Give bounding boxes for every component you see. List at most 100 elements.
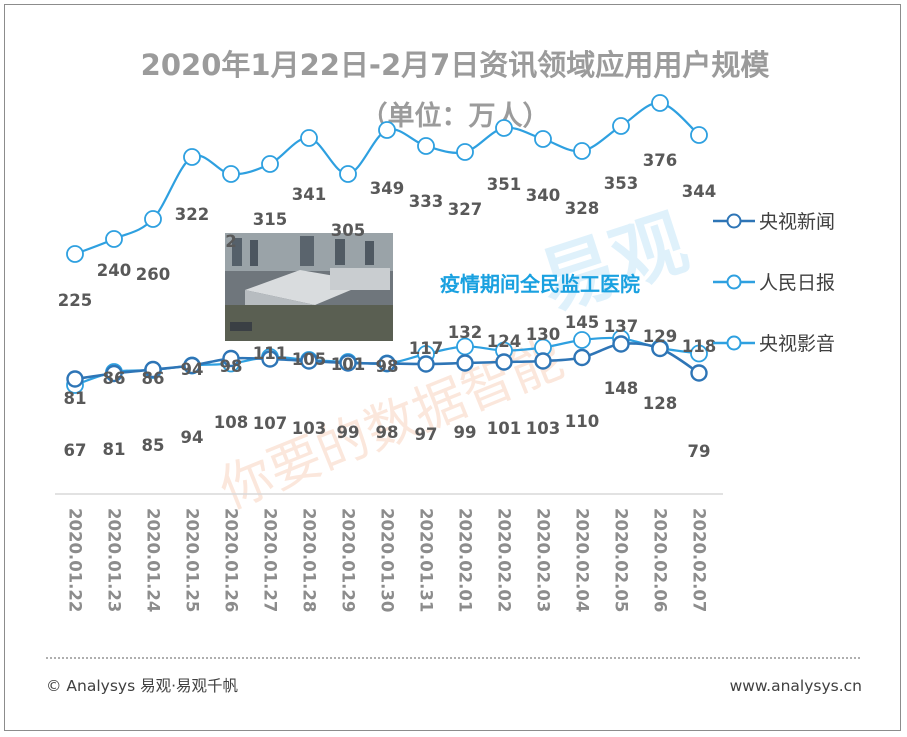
value-label: 111 [253,344,287,363]
point-renmin-ribao-0 [66,245,84,263]
value-label: 108 [214,413,248,432]
point-renmin-ribao-12 [534,130,552,148]
chart-title: 2020年1月22日-2月7日资讯领域应用用户规模 [141,48,771,82]
x-tick-label: 2020.01.31 [417,508,436,612]
value-label: 103 [526,419,560,438]
value-label: 79 [688,442,711,461]
point-renmin-ribao-1 [105,230,123,248]
value-label: 341 [292,185,326,204]
point-yangshi-xinwen-2 [144,360,162,379]
legend-swatch-marker [726,213,742,229]
value-label: 260 [136,265,170,284]
x-tick-label: 2020.02.02 [495,508,514,612]
legend-label: 人民日报 [759,272,835,294]
value-label: 327 [448,200,482,219]
legend-label: 央视影音 [759,333,835,355]
point-renmin-ribao-15 [651,94,669,112]
point-yangshi-xinwen-9 [417,355,435,373]
value-label: 110 [565,412,599,431]
point-yangshi-xinwen-7 [339,354,357,372]
point-yangshi-xinwen-15 [651,339,669,358]
series-layer [66,94,708,394]
x-tick-label: 2020.01.27 [261,508,280,612]
footer-copyright: © Analysys 易观·易观千帆 [46,677,238,695]
point-yangshi-xinwen-6 [300,352,318,370]
x-tick-label: 2020.01.28 [300,508,319,612]
footer-url: www.analysys.cn [730,677,862,695]
watermark-main: 易观 [530,200,697,328]
value-label: 315 [253,210,287,229]
legend-item: 人民日报 [713,272,835,294]
value-label: 99 [454,423,477,442]
point-yangshi-xinwen-3 [183,356,201,375]
value-label: 86 [103,369,126,388]
x-tick-labels: 2020.01.22 2020.01.23 2020.01.24 2020.01.25… [66,508,709,612]
value-label: 2 [225,232,236,251]
x-tick-label: 2020.02.01 [456,508,475,612]
point-yangshi-xinwen-12 [534,352,552,370]
value-label: 98 [376,357,399,376]
x-tick-label: 2020.02.03 [534,508,553,612]
legend-item: 央视影音 [713,333,835,355]
value-label: 118 [682,337,716,356]
value-label: 101 [331,355,365,374]
value-label: 240 [97,261,131,280]
point-yangshi-xinwen-11 [495,353,513,371]
x-tick-label: 2020.01.30 [378,508,397,612]
point-renmin-ribao-8 [378,121,396,139]
value-label: 129 [643,327,677,346]
point-yangshi-xinwen-13 [573,348,591,367]
x-tick-label: 2020.02.05 [612,508,631,612]
point-renmin-ribao-4 [222,165,240,183]
x-tick-label: 2020.01.22 [66,508,85,612]
point-yangshi-yingyin-16 [690,344,708,363]
value-label: 107 [253,414,287,433]
point-yangshi-xinwen-10 [456,354,474,372]
value-label: 81 [103,440,126,459]
value-label: 105 [292,350,326,369]
point-renmin-ribao-11 [495,119,513,137]
point-renmin-ribao-10 [456,143,474,161]
point-renmin-ribao-7 [339,165,357,183]
value-labels: 225 240 260 322 2 315 341 305 349 333 327 351 340 328… [58,151,716,461]
value-label: 344 [682,182,716,201]
value-label: 376 [643,151,677,170]
point-yangshi-yingyin-13 [573,331,591,349]
point-renmin-ribao-6 [300,129,318,147]
legend-label: 央视新闻 [759,211,835,233]
chart-annotation: 疫情期间全民监工医院 [440,272,640,296]
x-tick-label: 2020.02.06 [651,508,670,612]
point-yangshi-xinwen-8 [378,354,396,373]
value-label: 98 [376,423,399,442]
legend-swatch-marker [726,335,742,351]
point-renmin-ribao-2 [144,210,162,228]
value-label: 103 [292,419,326,438]
value-label: 340 [526,186,560,205]
value-label: 225 [58,291,92,310]
value-label: 86 [142,369,165,388]
value-label: 305 [331,221,365,240]
point-renmin-ribao-13 [573,142,591,160]
value-label: 67 [64,441,87,460]
legend-swatch-marker [726,274,742,290]
x-tick-label: 2020.01.24 [144,508,163,612]
point-yangshi-xinwen-0 [66,370,84,388]
value-label: 148 [604,379,638,398]
value-label: 124 [487,332,521,351]
x-tick-label: 2020.01.25 [183,508,202,612]
point-yangshi-xinwen-14 [612,335,630,353]
point-yangshi-xinwen-1 [105,364,123,383]
point-renmin-ribao-14 [612,117,630,135]
value-label: 98 [220,357,243,376]
value-label: 349 [370,179,404,198]
x-tick-label: 2020.01.26 [222,508,241,612]
x-tick-label: 2020.02.04 [573,508,592,612]
value-label: 333 [409,192,443,211]
value-label: 353 [604,174,638,193]
x-tick-label: 2020.01.29 [339,508,358,612]
legend-item: 央视新闻 [713,211,835,233]
point-yangshi-xinwen-4 [222,349,240,368]
value-label: 94 [181,428,204,447]
